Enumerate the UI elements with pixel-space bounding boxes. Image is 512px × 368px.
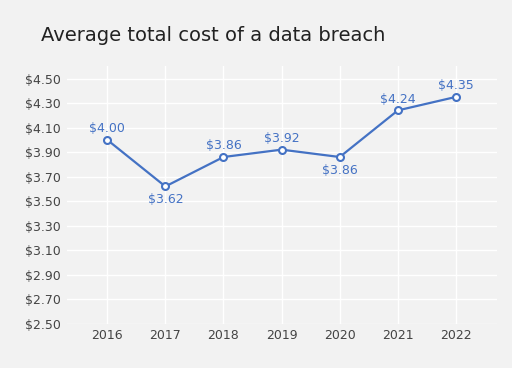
- Text: $3.86: $3.86: [322, 164, 357, 177]
- Text: $4.35: $4.35: [438, 79, 474, 92]
- Text: $3.92: $3.92: [264, 132, 300, 145]
- Text: Average total cost of a data breach: Average total cost of a data breach: [41, 26, 386, 45]
- Text: $3.62: $3.62: [147, 194, 183, 206]
- Text: $3.86: $3.86: [206, 139, 241, 152]
- Text: $4.24: $4.24: [380, 93, 416, 106]
- Text: $4.00: $4.00: [89, 122, 125, 135]
